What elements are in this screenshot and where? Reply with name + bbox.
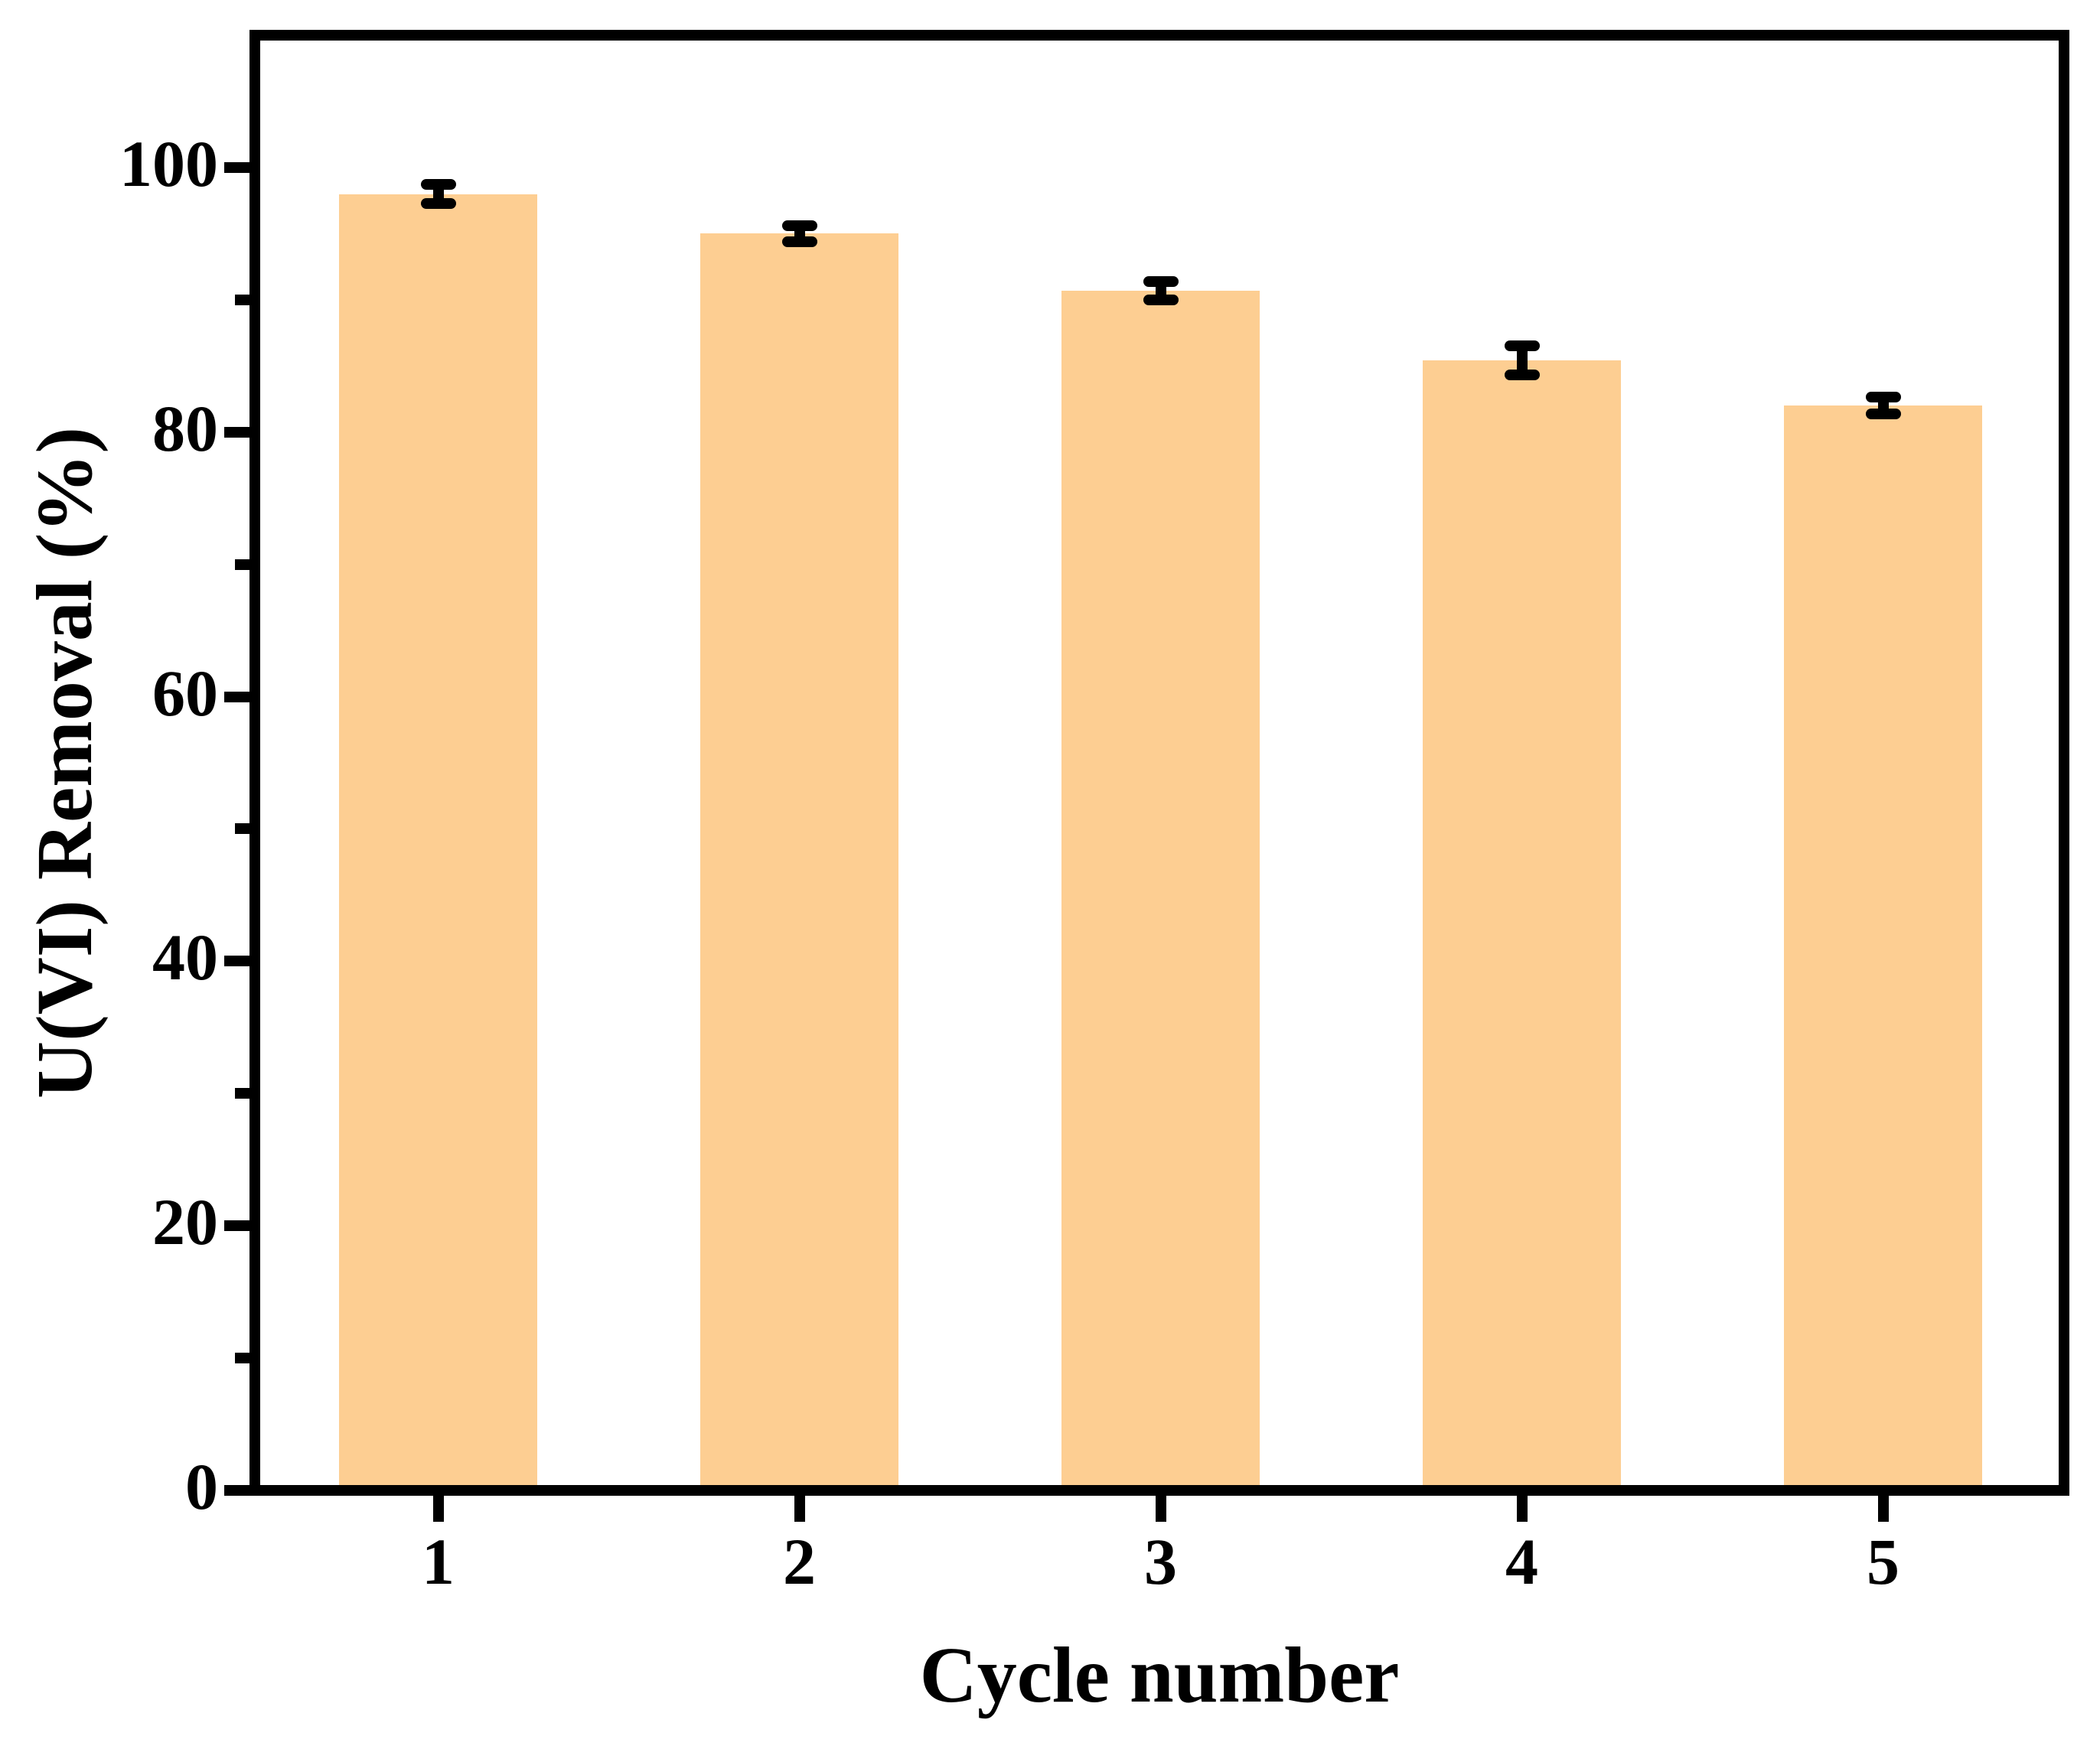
x-axis-major-tick [1877, 1496, 1889, 1522]
x-axis-tick-label: 5 [1867, 1525, 1899, 1598]
y-axis-major-tick [224, 1485, 249, 1496]
y-axis-tick-label: 40 [152, 920, 218, 995]
y-axis-minor-tick [235, 1088, 249, 1099]
y-axis-minor-tick [235, 823, 249, 835]
x-axis-tick-label: 3 [1144, 1525, 1177, 1598]
y-axis-tick-label: 20 [152, 1185, 218, 1259]
y-axis-tick-label: 60 [152, 656, 218, 730]
y-axis-major-tick [224, 691, 249, 702]
y-axis-major-tick [224, 1220, 249, 1232]
bar [1061, 290, 1260, 1485]
error-bar-line [1516, 346, 1528, 376]
y-axis-tick-label: 100 [119, 126, 218, 200]
x-axis-title: Cycle number [919, 1631, 1400, 1719]
y-axis-minor-tick [235, 559, 249, 570]
error-bar-cap [1143, 294, 1179, 305]
x-axis-major-tick [432, 1496, 444, 1522]
y-axis-major-tick [224, 956, 249, 967]
y-axis-major-tick [224, 426, 249, 438]
y-axis-tick-label: 0 [185, 1450, 218, 1523]
x-axis-tick-label: 2 [783, 1525, 816, 1598]
bar [700, 233, 898, 1485]
error-bar-cap [781, 236, 817, 247]
y-axis-tick-label: 80 [152, 391, 218, 465]
error-bar-cap [1504, 370, 1540, 381]
y-axis-minor-tick [235, 1353, 249, 1364]
bar [1784, 405, 1982, 1485]
x-axis-tick-label: 1 [422, 1525, 455, 1598]
x-axis-tick-label: 4 [1505, 1525, 1538, 1598]
plot-area [249, 30, 2069, 1496]
error-bar-cap [1865, 391, 1901, 402]
x-axis-major-tick [794, 1496, 805, 1522]
y-axis-minor-tick [235, 294, 249, 305]
error-bar-cap [1143, 275, 1179, 287]
y-axis-title: U(VI) Removal (%) [21, 427, 109, 1099]
x-axis-major-tick [1155, 1496, 1166, 1522]
x-axis-major-tick [1516, 1496, 1528, 1522]
bar [339, 194, 537, 1485]
error-bar-cap [420, 197, 456, 209]
error-bar-cap [420, 179, 456, 191]
y-axis-major-tick [224, 161, 249, 173]
error-bar-cap [1504, 340, 1540, 352]
error-bar-cap [1865, 409, 1901, 420]
bar [1423, 360, 1621, 1485]
error-bar-cap [781, 220, 817, 231]
